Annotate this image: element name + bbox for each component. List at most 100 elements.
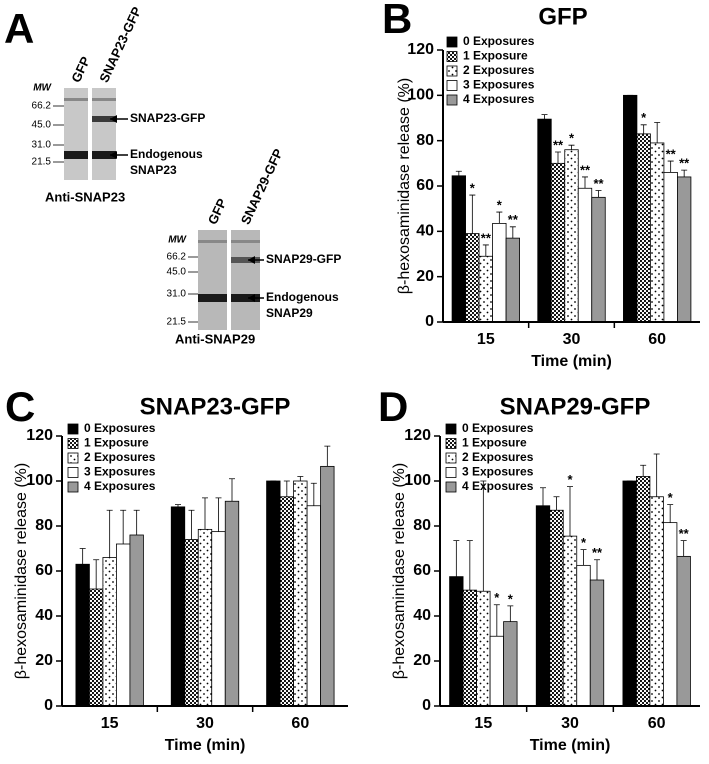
bar [293, 480, 308, 707]
y-tick-label: 60 [416, 177, 434, 194]
bar [649, 496, 664, 707]
bar [211, 531, 226, 707]
arrowhead [248, 256, 255, 264]
error-bar [654, 122, 661, 143]
legend-label: 2 Exposures [84, 450, 156, 464]
mw-marker: 21.5 [167, 317, 187, 328]
y-tick-label: 20 [416, 268, 434, 285]
error-bar [540, 487, 546, 506]
arrowhead [110, 151, 117, 159]
blot-band [64, 151, 88, 159]
mw-marker: 31.0 [167, 289, 187, 300]
legend-swatch [445, 467, 457, 478]
x-tick-label: 60 [648, 715, 666, 732]
error-bar [509, 226, 516, 239]
legend-swatch [445, 423, 457, 435]
x-tick-label: 30 [196, 715, 214, 732]
significance-marker: * [497, 198, 503, 213]
bar [577, 187, 593, 323]
y-tick-label: 100 [407, 87, 434, 104]
y-tick-label: 40 [416, 223, 434, 240]
significance-marker: * [470, 181, 476, 196]
chart-title: SNAP29-GFP [500, 393, 651, 420]
legend-swatch [67, 452, 79, 464]
significance-marker: ** [508, 212, 519, 227]
bar [451, 175, 466, 323]
y-tick-label: 40 [413, 607, 431, 624]
legend-label: 1 Exposure [84, 436, 149, 450]
y-tick-label: 120 [407, 41, 434, 58]
blot-lane [92, 88, 116, 180]
blot-band [64, 98, 88, 101]
panel-letter: A [4, 5, 34, 52]
error-bar [229, 478, 235, 502]
band-label: SNAP23-GFP [130, 111, 205, 125]
legend-label: 3 Exposures [462, 465, 534, 479]
bar [663, 522, 678, 707]
error-bar [466, 540, 473, 591]
error-bar [133, 509, 140, 535]
blot-lane [231, 230, 260, 330]
blot-band [92, 151, 116, 159]
band-label: Endogenous [266, 290, 339, 304]
x-axis-label: Time (min) [531, 353, 612, 370]
bar [537, 118, 552, 323]
y-axis-label: β-hexosaminidase release (%) [13, 463, 30, 679]
x-tick-label: 15 [474, 715, 492, 732]
bar [320, 465, 335, 707]
legend-swatch [446, 94, 458, 106]
legend-swatch [67, 467, 79, 478]
error-bar [453, 540, 460, 577]
lane-label: SNAP29-GFP [238, 146, 286, 227]
legend-label: 1 Exposure [462, 436, 527, 450]
y-tick-label: 0 [44, 697, 53, 714]
bar [505, 237, 520, 323]
legend-label: 1 Exposure [463, 49, 528, 63]
error-bar [93, 559, 100, 589]
y-tick-label: 80 [413, 517, 431, 534]
error-bar [595, 190, 602, 198]
band-label: SNAP29-GFP [266, 252, 341, 266]
legend-label: 4 Exposures [84, 479, 156, 493]
mw-marker: 66.2 [32, 101, 52, 112]
arrowhead [248, 294, 255, 302]
error-bar [120, 509, 127, 544]
legend-label: 3 Exposures [84, 465, 156, 479]
significance-marker: ** [593, 176, 604, 191]
bar [492, 222, 507, 323]
lane-label: SNAP23-GFP [96, 4, 144, 85]
error-bar [653, 453, 660, 497]
bar [589, 579, 605, 707]
error-bar [202, 497, 208, 530]
error-bar [493, 604, 500, 637]
bar [449, 576, 464, 707]
legend-label: 4 Exposures [463, 92, 535, 106]
bar [184, 539, 199, 707]
legend-label: 4 Exposures [462, 479, 534, 493]
bar [636, 476, 651, 707]
y-tick-label: 80 [35, 517, 53, 534]
bar [465, 233, 480, 323]
error-bar [310, 482, 317, 506]
bar [562, 535, 578, 707]
significance-marker: * [668, 490, 674, 505]
y-tick-label: 40 [35, 607, 53, 624]
error-bar [555, 151, 561, 164]
legend-label: 2 Exposures [463, 63, 535, 77]
significance-marker: ** [679, 526, 690, 541]
bar [535, 505, 551, 707]
blot-band [92, 116, 116, 122]
chart-title: SNAP23-GFP [140, 393, 291, 420]
significance-marker: ** [592, 545, 603, 560]
bar [550, 162, 566, 323]
significance-marker: * [569, 131, 575, 146]
panel-letter: C [5, 383, 35, 430]
y-tick-label: 0 [422, 697, 431, 714]
blot-lane [64, 88, 88, 180]
legend-swatch [67, 423, 79, 435]
blot-band [92, 98, 116, 101]
bar [676, 555, 691, 707]
y-axis-label: β-hexosaminidase release (%) [396, 78, 413, 294]
bar [622, 480, 637, 707]
significance-marker: * [494, 590, 500, 605]
